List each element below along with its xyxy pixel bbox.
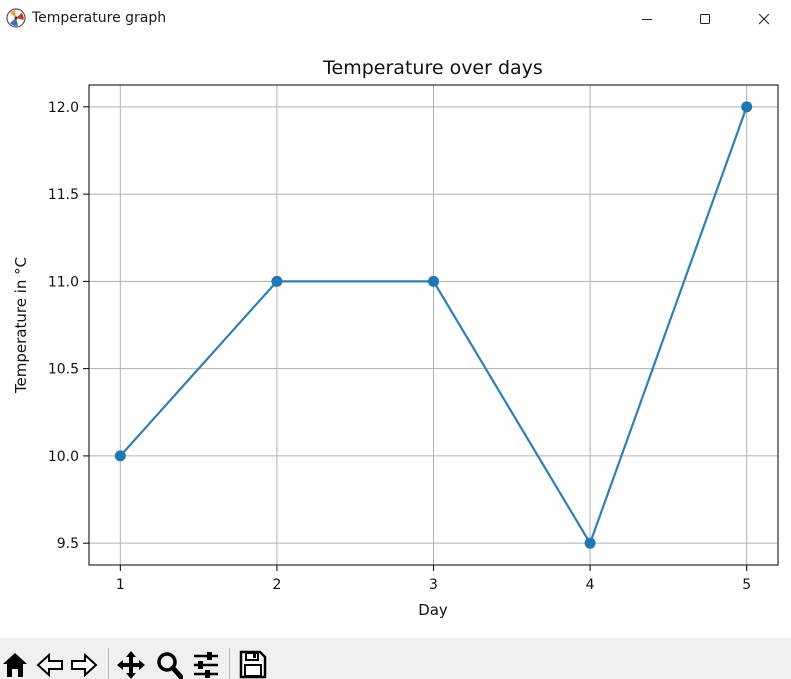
- maximize-icon: [700, 14, 710, 24]
- data-point: [584, 537, 596, 549]
- data-point: [114, 450, 126, 462]
- minimize-icon: [642, 19, 652, 20]
- toolbar-separator: [108, 648, 109, 679]
- chart-title: Temperature over days: [322, 57, 543, 79]
- y-tick-label: 9.5: [57, 536, 79, 552]
- zoom-icon[interactable]: [155, 650, 183, 679]
- title-bar[interactable]: Temperature graph: [0, 0, 791, 38]
- close-button[interactable]: [741, 0, 787, 38]
- x-tick-label: 3: [429, 577, 438, 593]
- window-title: Temperature graph: [32, 10, 167, 26]
- pan-icon[interactable]: [117, 650, 145, 679]
- toolbar-separator: [229, 648, 230, 679]
- x-tick-label: 2: [272, 577, 281, 593]
- x-tick-label: 4: [586, 577, 595, 593]
- axis-ticks: 1 2 3 4 5 9.5 10.0 10.5 11.0 11.5 12.0: [48, 100, 751, 593]
- y-tick-label: 11.0: [48, 274, 79, 290]
- y-tick-label: 10.0: [48, 449, 79, 465]
- y-tick-label: 10.5: [48, 362, 79, 378]
- y-axis-label: Temperature in °C: [12, 257, 30, 394]
- data-point: [428, 275, 439, 287]
- x-tick-label: 5: [742, 577, 751, 593]
- figure-canvas[interactable]: 1 2 3 4 5 9.5 10.0 10.5 11.0 11.5 12.0 Temperature…: [0, 38, 791, 638]
- forward-icon[interactable]: [70, 650, 98, 679]
- app-logo-icon: [6, 8, 26, 28]
- minimize-button[interactable]: [624, 0, 670, 38]
- line-chart: 1 2 3 4 5 9.5 10.0 10.5 11.0 11.5 12.0 Temperature…: [12, 57, 779, 619]
- back-icon[interactable]: [36, 650, 64, 679]
- configure-subplots-icon[interactable]: [192, 650, 220, 679]
- x-tick-label: 1: [116, 577, 125, 593]
- y-tick-label: 11.5: [48, 187, 79, 203]
- x-axis-label: Day: [418, 601, 448, 619]
- maximize-button[interactable]: [682, 0, 728, 38]
- y-tick-label: 12.0: [48, 100, 79, 116]
- save-icon[interactable]: [239, 650, 267, 679]
- grid-lines: [89, 85, 778, 565]
- data-point: [741, 101, 753, 113]
- series-temperature: [114, 101, 753, 549]
- data-point: [271, 275, 283, 287]
- home-icon[interactable]: [1, 650, 29, 679]
- navigation-toolbar: [0, 638, 791, 679]
- close-icon: [758, 13, 770, 25]
